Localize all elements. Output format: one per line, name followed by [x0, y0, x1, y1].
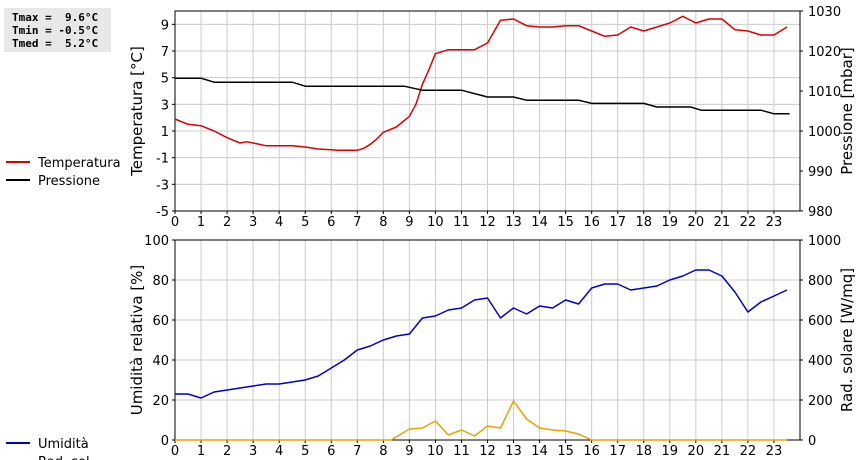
y-tick-label: 40 — [152, 354, 169, 369]
x-tick-label: 6 — [327, 444, 335, 459]
legend-label: Umidità — [38, 437, 89, 452]
x-tick-label: 17 — [609, 215, 626, 230]
statistics-box: Tmax = 9.6°C Tmin = -0.5°C Tmed = 5.2°C — [4, 8, 111, 52]
y2-axis-label: Pressione [mbar] — [838, 47, 856, 175]
x-tick-label: 21 — [714, 444, 731, 459]
x-tick-label: 3 — [249, 444, 257, 459]
x-tick-label: 18 — [635, 444, 652, 459]
y2-tick-label: 1020 — [808, 45, 841, 60]
y2-tick-label: 0 — [808, 434, 816, 449]
y2-axis-label: Rad. solare [W/mq] — [838, 268, 856, 412]
chart-panel-1: 0 1 2 3 4 5 6 7 8 9 10 11 12 13 14 15 16 17 18 19 20 21 22 23-5… — [6, 5, 856, 230]
y2-tick-label: 600 — [808, 314, 833, 329]
x-tick-label: 5 — [301, 444, 309, 459]
x-tick-label: 4 — [275, 215, 283, 230]
x-tick-label: 14 — [531, 444, 548, 459]
y-tick-label: 80 — [152, 274, 169, 289]
y2-tick-label: 400 — [808, 354, 833, 369]
x-tick-label: 11 — [453, 215, 470, 230]
y2-tick-label: 800 — [808, 274, 833, 289]
x-tick-label: 18 — [635, 215, 652, 230]
x-tick-label: 17 — [609, 444, 626, 459]
y-axis-label: Umidità relativa [%] — [128, 265, 146, 416]
y2-tick-label: 1010 — [808, 85, 841, 100]
x-tick-label: 13 — [505, 215, 522, 230]
x-tick-label: 0 — [171, 444, 179, 459]
x-tick-label: 2 — [223, 215, 231, 230]
y2-tick-label: 1000 — [808, 125, 841, 140]
legend-label: Rad. sol. — [38, 455, 94, 460]
x-tick-label: 12 — [479, 444, 496, 459]
x-tick-label: 19 — [662, 444, 679, 459]
x-tick-label: 4 — [275, 444, 283, 459]
tmin-text: Tmin = -0.5°C — [12, 24, 99, 37]
y-tick-label: 3 — [161, 98, 169, 113]
y-tick-label: 1 — [161, 125, 169, 140]
y-tick-label: 7 — [161, 45, 169, 60]
x-tick-label: 8 — [379, 215, 387, 230]
x-tick-label: 23 — [766, 444, 783, 459]
y-tick-label: 5 — [161, 72, 169, 87]
x-tick-label: 12 — [479, 215, 496, 230]
series-line-pressione — [175, 77, 790, 115]
x-tick-label: 22 — [740, 215, 757, 230]
x-tick-label: 9 — [405, 215, 413, 230]
x-tick-label: 1 — [197, 444, 205, 459]
x-tick-label: 21 — [714, 215, 731, 230]
x-tick-label: 16 — [583, 444, 600, 459]
x-tick-label: 0 — [171, 215, 179, 230]
x-tick-label: 15 — [557, 444, 574, 459]
x-tick-label: 2 — [223, 444, 231, 459]
y-tick-label: -3 — [156, 178, 169, 193]
y-tick-label: 100 — [144, 234, 169, 249]
x-tick-label: 8 — [379, 444, 387, 459]
y2-tick-label: 200 — [808, 394, 833, 409]
legend-label: Temperatura — [37, 156, 121, 171]
y2-tick-label: 1000 — [808, 234, 841, 249]
x-tick-label: 7 — [353, 444, 361, 459]
y2-tick-label: 980 — [808, 205, 833, 220]
y-tick-label: -1 — [156, 152, 169, 167]
x-tick-label: 6 — [327, 215, 335, 230]
y-tick-label: 20 — [152, 394, 169, 409]
tmed-text: Tmed = 5.2°C — [12, 37, 99, 50]
y-tick-label: 0 — [161, 434, 169, 449]
y2-tick-label: 1030 — [808, 5, 841, 20]
y-axis-label: Temperatura [°C] — [128, 46, 146, 177]
x-tick-label: 3 — [249, 215, 257, 230]
series-line-temperatura — [174, 15, 788, 152]
x-tick-label: 19 — [662, 215, 679, 230]
y2-tick-label: 990 — [808, 165, 833, 180]
y-tick-label: 60 — [152, 314, 169, 329]
y-tick-label: -5 — [156, 205, 169, 220]
x-tick-label: 11 — [453, 444, 470, 459]
series-line-umidit — [175, 269, 788, 399]
x-tick-label: 22 — [740, 444, 757, 459]
x-tick-label: 16 — [583, 215, 600, 230]
x-tick-label: 20 — [688, 215, 705, 230]
x-tick-label: 14 — [531, 215, 548, 230]
y-tick-label: 9 — [161, 18, 169, 33]
x-tick-label: 7 — [353, 215, 361, 230]
x-tick-label: 1 — [197, 215, 205, 230]
x-tick-label: 5 — [301, 215, 309, 230]
tmax-text: Tmax = 9.6°C — [12, 11, 99, 24]
x-tick-label: 9 — [405, 444, 413, 459]
x-tick-label: 10 — [427, 444, 444, 459]
x-tick-label: 13 — [505, 444, 522, 459]
x-tick-label: 23 — [766, 215, 783, 230]
series-line-rad-sol — [175, 400, 787, 441]
x-tick-label: 15 — [557, 215, 574, 230]
x-tick-label: 20 — [688, 444, 705, 459]
chart-panel-2: 0 1 2 3 4 5 6 7 8 9 10 11 12 13 14 15 16 17 18 19 20 21 22 2302… — [6, 234, 856, 460]
legend-label: Pressione — [38, 174, 100, 189]
x-tick-label: 10 — [427, 215, 444, 230]
